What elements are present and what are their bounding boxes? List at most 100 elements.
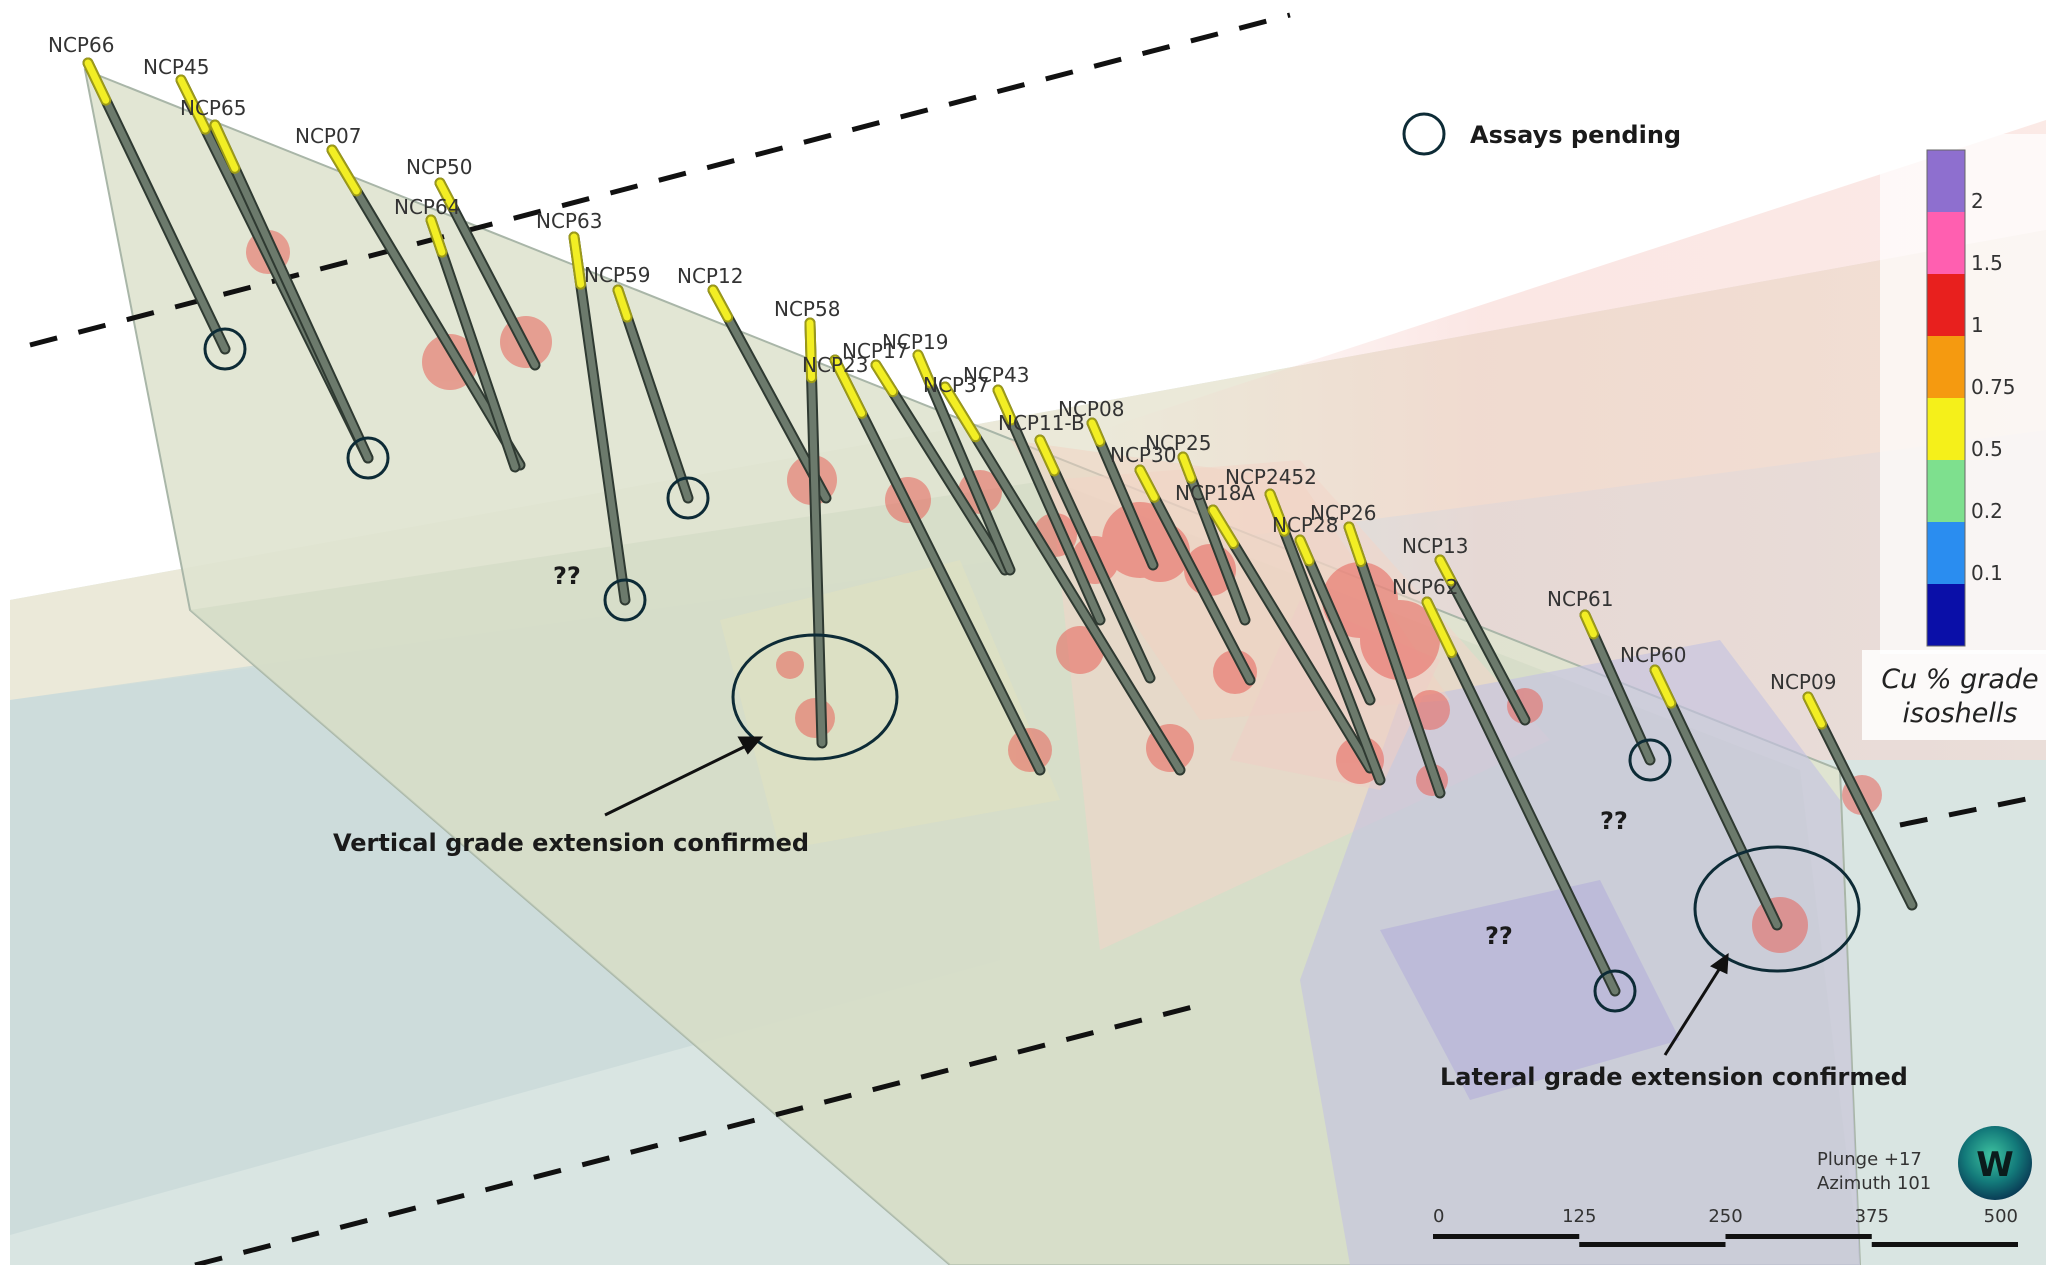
drillhole-ncp23: [829, 354, 1046, 776]
grade-bin-label: 0.1: [1971, 561, 2003, 585]
azimuth-readout: Azimuth 101: [1817, 1173, 1931, 1194]
drillhole-label: NCP25: [1145, 431, 1211, 455]
drillhole-ncp65: [209, 119, 374, 464]
drillhole-ncp18a: [1207, 504, 1376, 774]
drillhole-label: NCP19: [882, 330, 948, 354]
drillhole-label: NCP26: [1310, 501, 1376, 525]
svg-text:W: W: [1976, 1145, 2014, 1185]
drillhole-label: NCP50: [406, 155, 472, 179]
drillhole-label: NCP59: [584, 263, 650, 287]
drillhole-label: NCP12: [677, 264, 743, 288]
scale-segment: [1871, 1242, 2018, 1247]
grade-bin-label: 1.5: [1971, 251, 2003, 275]
vertical-extension-label: Vertical grade extension confirmed: [333, 829, 809, 857]
drillhole-label: NCP58: [774, 297, 840, 321]
drillhole-ncp17: [870, 359, 1011, 576]
drillhole-ncp26: [1343, 521, 1446, 799]
drillhole-ncp19: [912, 349, 1016, 576]
scale-segment: [1433, 1234, 1580, 1239]
grade-bin-swatch: [1927, 584, 1965, 646]
drillhole-ncp50: [434, 177, 541, 371]
grade-bin-label: 0.75: [1971, 375, 2016, 399]
drillhole-ncp25: [1177, 451, 1251, 626]
grade-bin-swatch: [1927, 150, 1965, 212]
grade-bin-swatch: [1927, 522, 1965, 584]
drillhole-ncp37: [939, 381, 1186, 776]
scale-tick-label: 250: [1708, 1206, 1742, 1227]
grade-bin-label: 0.2: [1971, 499, 2003, 523]
drillhole-label: NCP60: [1620, 643, 1686, 667]
drillhole-label: NCP64: [394, 195, 460, 219]
drillhole-ncp66: [82, 57, 231, 355]
scale-tick-label: 375: [1855, 1206, 1889, 1227]
drillhole-label: NCP23: [802, 353, 868, 377]
unknown-marker: ??: [553, 562, 581, 590]
grade-bin-swatch: [1927, 336, 1965, 398]
drillhole-ncp28: [1294, 534, 1376, 706]
grade-bin-swatch: [1927, 212, 1965, 274]
drillhole-label: NCP08: [1058, 397, 1124, 421]
scale-tick-label: 500: [1984, 1206, 2018, 1227]
drillhole-ncp62: [1421, 596, 1621, 997]
drillhole-label: NCP37: [923, 373, 989, 397]
drillhole-label: NCP62: [1392, 575, 1458, 599]
drillhole-ncp30: [1134, 464, 1256, 686]
assays-pending-label: Assays pending: [1470, 121, 1681, 149]
drillhole-ncp09: [1802, 691, 1918, 911]
drillhole-label: NCP66: [48, 33, 114, 57]
drillhole-label: NCP63: [536, 209, 602, 233]
grade-bin-swatch: [1927, 460, 1965, 522]
drillhole-ncp63: [568, 231, 631, 606]
grade-legend-subtitle: isoshells: [1903, 698, 2018, 729]
scale-bar: 0 125 250 375 500: [1433, 1206, 2018, 1247]
drillhole-label: NCP07: [295, 124, 361, 148]
drillhole-label: NCP2452: [1225, 465, 1317, 489]
pending-circle-icon: [1402, 112, 1446, 156]
unknown-marker: ??: [1600, 807, 1628, 835]
grade-legend-title: Cu % grade: [1881, 664, 2038, 695]
drillhole-ncp13: [1434, 554, 1531, 726]
drillhole-label: NCP30: [1110, 443, 1176, 467]
fault-lines: [29, 12, 2046, 1265]
scale-segment: [1725, 1234, 1872, 1239]
drillhole-ncp61: [1579, 609, 1656, 766]
drillholes: [82, 57, 1918, 997]
grade-bin-swatch: [1927, 274, 1965, 336]
drillhole-ncp58: [804, 317, 828, 749]
assays-pending-legend: Assays pending: [1402, 112, 1681, 156]
scale-tick-label: 0: [1433, 1206, 1444, 1227]
drillhole-ncp12: [707, 284, 832, 504]
grade-bin-label: 0.5: [1971, 437, 2003, 461]
assays-pending-markers: [203, 327, 1861, 1013]
drillhole-label: NCP45: [143, 55, 209, 79]
drillhole-ncp07: [326, 144, 526, 471]
drillhole-label: NCP65: [180, 96, 246, 120]
drillhole-label: NCP18A: [1175, 481, 1255, 505]
drillhole-ncp43: [992, 384, 1106, 626]
drillhole-label: NCP13: [1402, 534, 1468, 558]
scale-segment: [1579, 1242, 1726, 1247]
drillhole-ncp64: [425, 214, 521, 473]
drillhole-label: NCP61: [1547, 587, 1613, 611]
lateral-extension-label: Lateral grade extension confirmed: [1440, 1063, 1908, 1091]
grade-bin-label: 1: [1971, 313, 1984, 337]
grade-bin-swatch: [1927, 398, 1965, 460]
drillhole-label: NCP11-B: [998, 411, 1085, 435]
drillhole-ncp60: [1649, 664, 1783, 931]
drillhole-ncp59: [612, 284, 694, 504]
grade-bin-label: 2: [1971, 189, 1984, 213]
drillhole-ncp11-b: [1034, 434, 1156, 684]
compass-icon: W: [1958, 1126, 2032, 1200]
drillhole-ncp08: [1086, 417, 1159, 571]
drillhole-ncp2452: [1264, 488, 1386, 786]
scale-tick-label: 125: [1562, 1206, 1596, 1227]
drillhole-labels: NCP66 NCP45 NCP65 NCP07 NCP50 NCP64 NCP63 NCP59…: [48, 33, 1836, 694]
drillhole-label: NCP43: [963, 363, 1029, 387]
grade-title-panel: [1862, 650, 2046, 740]
grade-legend: 2 1.5 1 0.75 0.5 0.2 0.1 Cu % grade isoshells: [1862, 134, 2046, 740]
drillhole-label: NCP09: [1770, 670, 1836, 694]
drillhole-label: NCP28: [1272, 513, 1338, 537]
annotation-arrows: [604, 736, 1729, 1056]
plunge-readout: Plunge +17: [1817, 1149, 1922, 1170]
